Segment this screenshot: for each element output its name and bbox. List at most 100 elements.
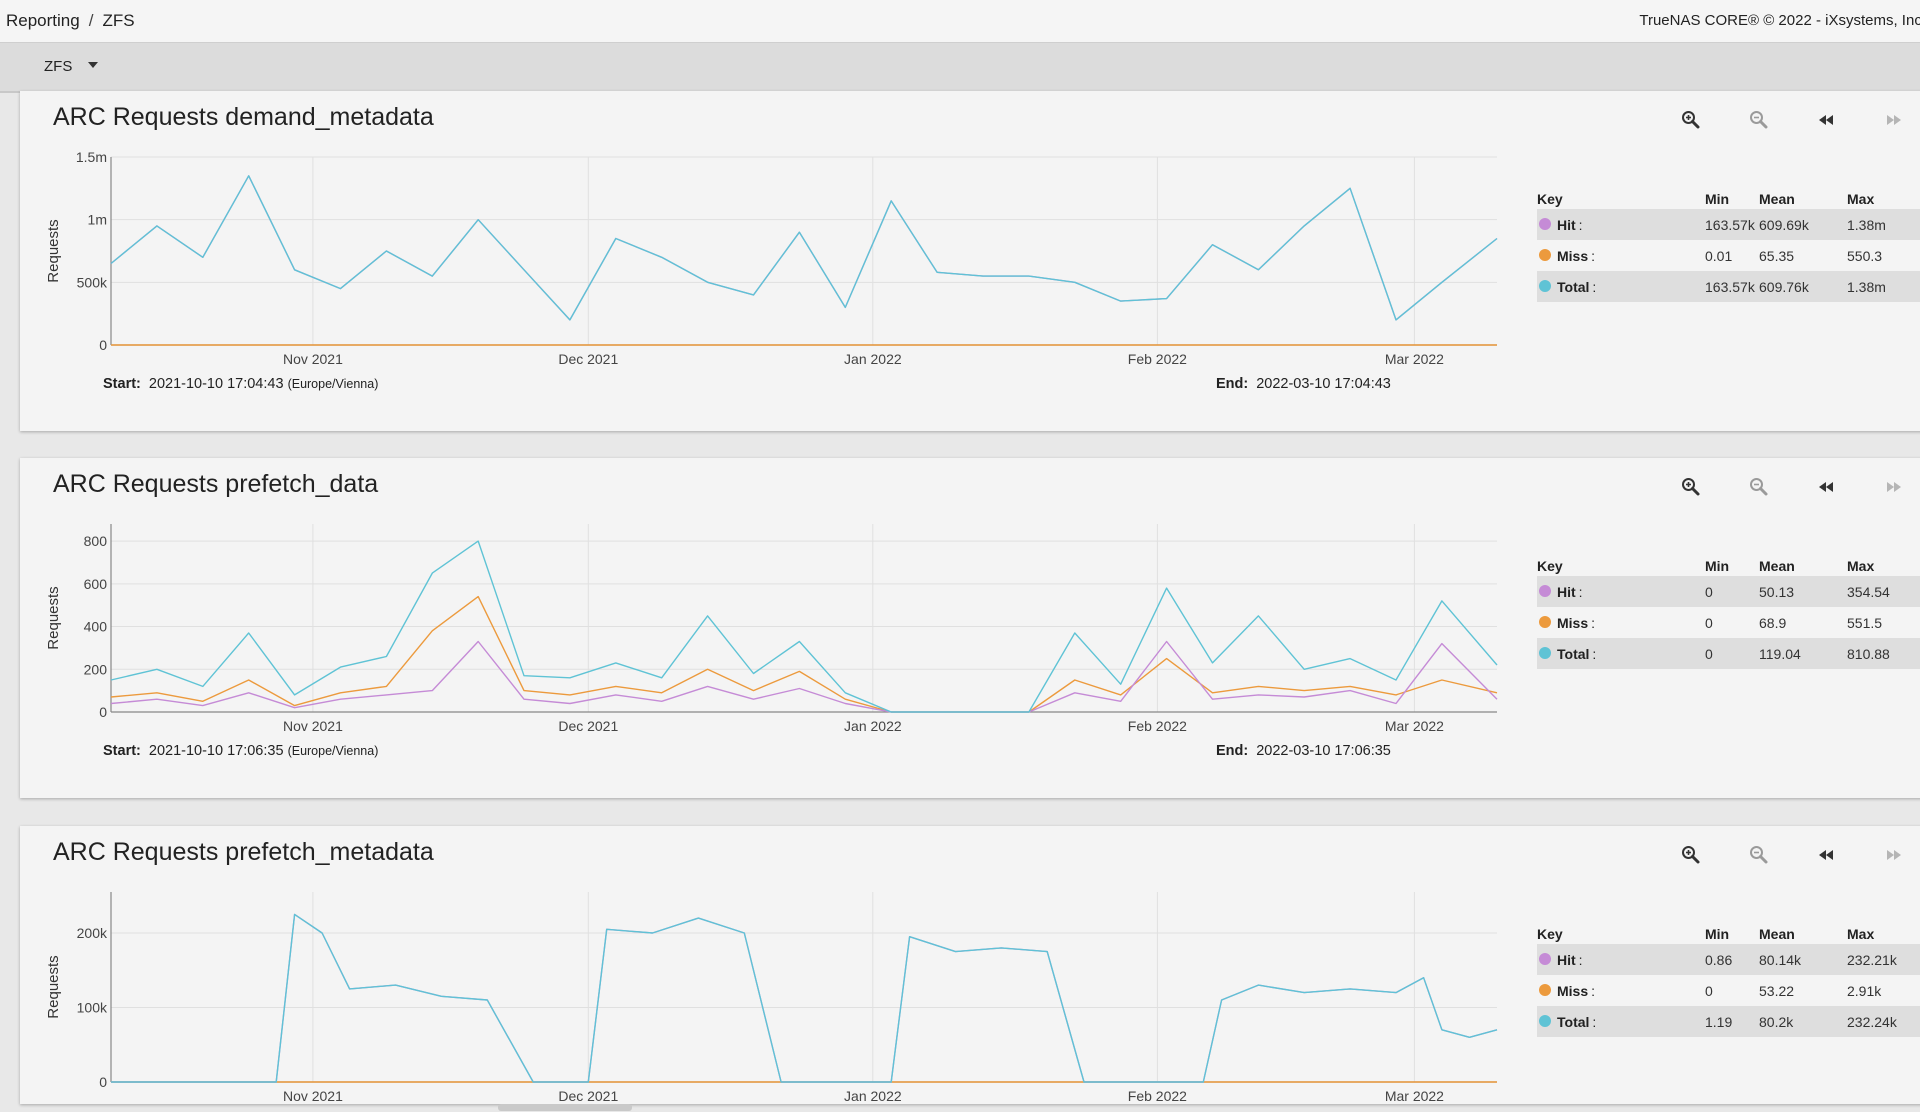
zoom-in-button[interactable] bbox=[1680, 109, 1708, 131]
total-min: 0 bbox=[1705, 646, 1713, 662]
chart-svg: 0 100k 200k Nov 2021 Dec 2021 Jan 2022 Feb 202… bbox=[45, 892, 1498, 1104]
x-tick-label: Jan 2022 bbox=[844, 718, 902, 734]
legend-header-max: Max bbox=[1847, 926, 1875, 942]
miss-min: 0 bbox=[1705, 983, 1713, 999]
series-line-total bbox=[110, 540, 1498, 713]
x-tick-label: Feb 2022 bbox=[1128, 1088, 1187, 1104]
legend-row-miss[interactable]: Miss: 0.01 65.35 550.3 bbox=[1537, 240, 1920, 271]
miss-label: Miss bbox=[1557, 248, 1589, 264]
report-card: ARC Requests prefetch_metadata 0 100k 200k… bbox=[20, 826, 1920, 1104]
report-card: ARC Requests demand_metadata 0 500k 1m 1.5m… bbox=[20, 91, 1920, 431]
y-tick-label: 500k bbox=[77, 274, 108, 290]
hit-max: 232.21k bbox=[1847, 952, 1897, 968]
y-tick-label: 0 bbox=[99, 337, 107, 353]
series-line-total bbox=[111, 913, 1498, 1083]
y-tick-label: 800 bbox=[84, 533, 108, 549]
legend-row-total[interactable]: Total: 0 119.04 810.88 bbox=[1537, 638, 1920, 669]
zoom-out-icon bbox=[1750, 111, 1768, 129]
end-date: End: 2022-03-10 17:04:43 bbox=[1216, 376, 1391, 392]
legend-row-total[interactable]: Total: 1.19 80.2k 232.24k bbox=[1537, 1006, 1920, 1037]
legend-key-hit: Hit: bbox=[1557, 584, 1583, 600]
miss-label: Miss bbox=[1557, 615, 1589, 631]
legend-row-hit[interactable]: Hit: 0.86 80.14k 232.21k bbox=[1537, 944, 1920, 975]
y-tick-label: 600 bbox=[84, 576, 108, 592]
legend-header-max: Max bbox=[1847, 558, 1875, 574]
line-chart[interactable]: 0 100k 200k Nov 2021 Dec 2021 Jan 2022 Feb 202… bbox=[20, 826, 1520, 1112]
miss-min: 0 bbox=[1705, 615, 1713, 631]
y-tick-label: 400 bbox=[84, 619, 108, 635]
top-bar: Reporting / ZFS TrueNAS CORE® © 2022 - iXs… bbox=[0, 0, 1920, 43]
step-back-button[interactable] bbox=[1815, 476, 1843, 498]
legend-header-min: Min bbox=[1705, 926, 1730, 942]
legend-header-mean: Mean bbox=[1759, 926, 1795, 942]
total-min: 163.57k bbox=[1705, 279, 1755, 295]
total-min: 1.19 bbox=[1705, 1014, 1733, 1030]
horizontal-scrollbar[interactable] bbox=[498, 1104, 632, 1111]
miss-mean: 53.22 bbox=[1759, 983, 1795, 999]
zoom-in-icon bbox=[1682, 846, 1700, 864]
legend-key-hit: Hit: bbox=[1557, 217, 1583, 233]
step-forward-button[interactable] bbox=[1883, 844, 1911, 866]
zoom-out-button[interactable] bbox=[1748, 844, 1776, 866]
legend-row-hit[interactable]: Hit: 0 50.13 354.54 bbox=[1537, 576, 1920, 607]
legend-header-min: Min bbox=[1705, 191, 1730, 207]
legend-row-miss[interactable]: Miss: 0 68.9 551.5 bbox=[1537, 607, 1920, 638]
line-chart[interactable]: 0 500k 1m 1.5m Nov 2021 Dec 2021 Jan 2022 Feb 2… bbox=[20, 91, 1520, 375]
y-tick-label: 200k bbox=[77, 925, 108, 941]
x-tick-label: Nov 2021 bbox=[283, 718, 343, 734]
hit-mean: 80.14k bbox=[1759, 952, 1802, 968]
report-type-select[interactable]: ZFS bbox=[44, 58, 99, 75]
y-tick-label: 200 bbox=[84, 661, 108, 677]
start-label: Start: bbox=[103, 743, 141, 759]
legend-row-hit[interactable]: Hit: 163.57k 609.69k 1.38m bbox=[1537, 209, 1920, 240]
hit-color-dot bbox=[1539, 218, 1551, 230]
hit-mean: 609.69k bbox=[1759, 217, 1809, 233]
zoom-in-button[interactable] bbox=[1680, 844, 1708, 866]
miss-mean: 68.9 bbox=[1759, 615, 1787, 631]
legend-row-total[interactable]: Total: 163.57k 609.76k 1.38m bbox=[1537, 271, 1920, 302]
y-axis-label: Requests bbox=[45, 955, 62, 1018]
breadcrumb-reporting-link[interactable]: Reporting bbox=[6, 11, 80, 30]
hit-color-dot bbox=[1539, 953, 1551, 965]
y-axis-label: Requests bbox=[45, 219, 62, 282]
step-forward-button[interactable] bbox=[1883, 476, 1911, 498]
step-forward-button[interactable] bbox=[1883, 109, 1911, 131]
zoom-in-icon bbox=[1682, 111, 1700, 129]
y-axis-label: Requests bbox=[45, 586, 62, 649]
legend-header-row: Key Min Mean Max bbox=[1537, 920, 1920, 944]
zoom-in-button[interactable] bbox=[1680, 476, 1708, 498]
miss-color-dot bbox=[1539, 616, 1551, 628]
legend-header-row: Key Min Mean Max bbox=[1537, 185, 1920, 209]
y-tick-label: 100k bbox=[77, 999, 108, 1015]
end-date-value: 2022-03-10 17:04:43 bbox=[1256, 376, 1391, 392]
line-chart[interactable]: 0 200 400 600 800 Nov 2021 Dec 2021 Jan 2022 Feb… bbox=[20, 458, 1520, 742]
report-toolbar: ZFS bbox=[0, 43, 1920, 93]
end-date-value: 2022-03-10 17:06:35 bbox=[1256, 743, 1391, 759]
timezone-label: (Europe/Vienna) bbox=[287, 744, 379, 758]
zoom-out-button[interactable] bbox=[1748, 109, 1776, 131]
start-date-value: 2021-10-10 17:04:43 bbox=[148, 376, 284, 392]
legend-header-max: Max bbox=[1847, 191, 1875, 207]
hit-max: 354.54 bbox=[1847, 584, 1890, 600]
zoom-out-button[interactable] bbox=[1748, 476, 1776, 498]
x-tick-label: Mar 2022 bbox=[1385, 1088, 1444, 1104]
total-mean: 119.04 bbox=[1759, 646, 1801, 662]
legend-table: Key Min Mean Max Hit: 163.57k 609.69k 1.… bbox=[1537, 185, 1920, 302]
legend-row-miss[interactable]: Miss: 0 53.22 2.91k bbox=[1537, 975, 1920, 1006]
series-line-hit bbox=[111, 913, 1498, 1083]
breadcrumb: Reporting / ZFS bbox=[6, 11, 135, 31]
y-tick-label: 0 bbox=[99, 704, 107, 720]
miss-max: 550.3 bbox=[1847, 248, 1883, 264]
total-color-dot bbox=[1539, 647, 1551, 659]
step-back-button[interactable] bbox=[1815, 109, 1843, 131]
hit-mean: 50.13 bbox=[1759, 584, 1795, 600]
step-back-button[interactable] bbox=[1815, 844, 1843, 866]
legend-header-key: Key bbox=[1537, 558, 1563, 574]
breadcrumb-separator: / bbox=[88, 11, 94, 30]
caret-down-icon bbox=[88, 62, 99, 68]
legend-key-miss: Miss: bbox=[1557, 983, 1596, 999]
end-date: End: 2022-03-10 17:06:35 bbox=[1216, 743, 1391, 759]
legend-key-total: Total: bbox=[1557, 279, 1597, 295]
x-tick-label: Jan 2022 bbox=[844, 351, 902, 367]
total-mean: 609.76k bbox=[1759, 279, 1809, 295]
